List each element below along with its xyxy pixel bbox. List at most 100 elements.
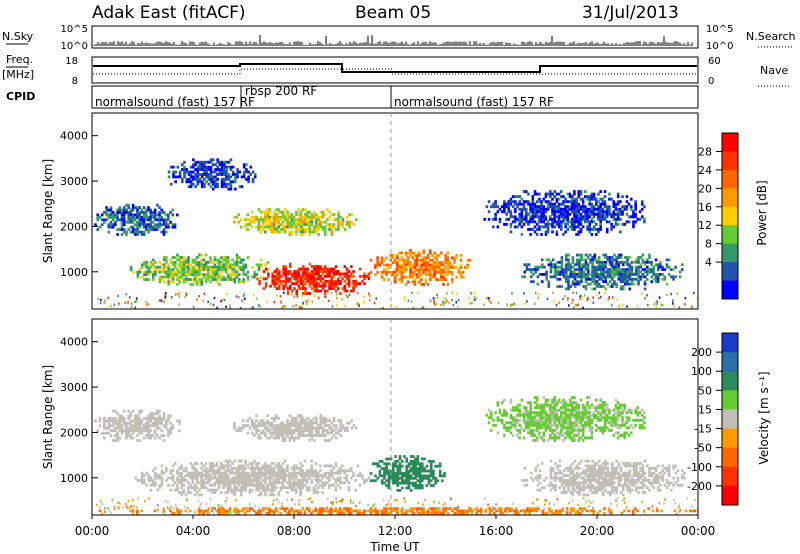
power-cell (534, 302, 536, 306)
velocity-cell (142, 429, 146, 433)
power-cell (147, 268, 151, 272)
power-cell (506, 303, 508, 306)
power-cell (645, 277, 649, 281)
power-cell (96, 228, 100, 232)
power-cell (171, 225, 175, 229)
power-cell (404, 282, 408, 286)
power-cell (440, 268, 443, 272)
velocity-cell (522, 416, 526, 420)
velocity-cell (416, 462, 420, 466)
velocity-cell (292, 476, 296, 480)
velocity-cell (116, 434, 119, 438)
power-cell (125, 230, 128, 234)
power-cell (354, 284, 358, 288)
velocity-cell (149, 488, 153, 492)
power-cell (398, 278, 401, 281)
power-cell (100, 223, 104, 227)
power-cell (413, 258, 417, 262)
power-cell (582, 306, 584, 310)
power-cell (253, 275, 256, 279)
power-cell (203, 160, 206, 164)
power-cell (147, 273, 151, 277)
velocity-cell (246, 476, 250, 480)
power-cell (624, 270, 627, 274)
power-cell (184, 273, 188, 277)
power-cell (459, 263, 463, 267)
velocity-cell (209, 488, 212, 492)
power-cell (348, 220, 351, 224)
power-cell (420, 278, 423, 281)
power-cell (540, 258, 544, 262)
power-cell (328, 215, 331, 219)
velocity-cell (255, 424, 258, 428)
velocity-cell (250, 488, 254, 492)
velocity-cell (299, 471, 302, 475)
power-cell (264, 220, 267, 224)
power-cell (178, 295, 181, 298)
velocity-cell (432, 476, 435, 480)
velocity-cell (176, 483, 179, 487)
power-cell (538, 227, 541, 231)
velocity-cell (136, 417, 139, 420)
power-cell (619, 256, 623, 259)
velocity-cell (268, 493, 272, 497)
velocity-cell (162, 417, 166, 420)
velocity-cell (312, 426, 316, 430)
power-cell (385, 263, 388, 267)
power-cell (575, 210, 578, 214)
velocity-cell (283, 474, 287, 477)
power-cell (554, 268, 557, 271)
velocity-cell (380, 474, 384, 478)
velocity-cell (416, 469, 420, 473)
power-cell (231, 270, 234, 274)
power-cell (567, 258, 570, 262)
velocity-cell (180, 481, 184, 485)
power-cell (209, 177, 213, 181)
power-cell (233, 270, 237, 274)
velocity-cell (330, 469, 333, 473)
power-cell (615, 285, 618, 288)
power-cell (600, 285, 603, 288)
power-cell (431, 273, 434, 277)
velocity-cell (250, 464, 254, 468)
power-cell (400, 256, 404, 260)
velocity-cell (193, 493, 197, 497)
power-cell (158, 211, 161, 214)
power-cell (343, 265, 347, 269)
power-cell (336, 287, 340, 290)
power-cell (122, 211, 126, 214)
velocity-cell (275, 414, 278, 418)
power-cell (446, 268, 450, 272)
power-cell (431, 258, 434, 262)
velocity-cell (206, 479, 210, 482)
power-cell (577, 192, 581, 196)
power-cell (555, 303, 558, 307)
power-cell (310, 279, 314, 283)
power-cell (310, 213, 314, 217)
velocity-cell (277, 476, 280, 480)
power-cell (176, 268, 179, 272)
power-cell (608, 280, 612, 284)
power-cell (396, 305, 398, 308)
power-cell (567, 263, 570, 267)
velocity-cell (231, 462, 234, 465)
velocity-cell (154, 474, 157, 477)
velocity-cell (290, 424, 294, 428)
velocity-cell (180, 471, 184, 475)
velocity-cell (202, 479, 206, 482)
power-cell (573, 263, 577, 267)
velocity-cell (244, 486, 247, 490)
velocity-cell (429, 462, 433, 466)
power-cell (490, 301, 492, 304)
power-cell (551, 230, 554, 234)
velocity-cell (398, 462, 402, 466)
power-cell (597, 268, 601, 271)
velocity-cell (522, 413, 526, 417)
power-cell (315, 230, 318, 234)
power-cell (603, 205, 607, 209)
velocity-cell (314, 476, 318, 480)
power-cell (431, 261, 434, 265)
velocity-cell (213, 469, 217, 473)
power-cell (299, 279, 303, 283)
power-cell (435, 302, 438, 306)
